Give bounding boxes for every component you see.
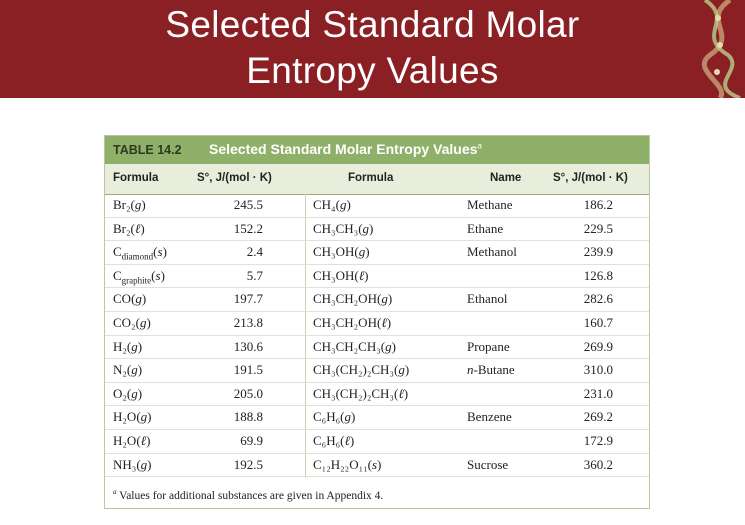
formula-cell: Cdiamond(s) <box>113 244 167 262</box>
entropy-value-cell: 172.9 <box>583 433 613 448</box>
entropy-value-cell: 282.6 <box>583 291 613 307</box>
formula-cell: Br₂(ℓ) <box>113 220 145 236</box>
formula-cell: CH₃CH₂CH₃(g) <box>313 338 396 354</box>
footnote-mark: a <box>113 488 117 496</box>
slide-title-line-2: Entropy Values <box>246 50 499 91</box>
formula-cell: CH₃OH(ℓ) <box>313 267 369 283</box>
name-cell: Ethanol <box>467 291 508 307</box>
table-title: Selected Standard Molar Entropy Valuesa <box>209 141 482 157</box>
footnote-text: Values for additional substances are giv… <box>119 489 384 502</box>
entropy-value-cell: 69.9 <box>240 433 263 448</box>
table-row: N₂(g) 191.5 CH₃(CH₂)₂CH₃(g) n-Butane 310.0 <box>105 359 649 383</box>
entropy-value-cell: 186.2 <box>583 197 613 212</box>
entropy-value-cell: 191.5 <box>233 362 263 378</box>
entropy-value-cell: 310.0 <box>583 362 613 378</box>
formula-cell: N₂(g) <box>113 362 143 378</box>
entropy-value-cell: 213.8 <box>233 315 263 330</box>
slide-title-banner: Selected Standard Molar Entropy Values <box>0 0 745 98</box>
entropy-value-cell: 130.6 <box>233 338 263 354</box>
entropy-value-cell: 229.5 <box>583 220 613 236</box>
formula-cell: O₂(g) <box>113 385 143 401</box>
table-row: Cdiamond(s) 2.4 CH₃OH(g) Methanol 239.9 <box>105 241 649 265</box>
name-cell: n-Butane <box>467 362 515 378</box>
name-cell: Methane <box>467 197 513 212</box>
name-cell: Ethane <box>467 220 504 236</box>
table-row: H₂O(g) 188.8 C₆H₆(g) Benzene 269.2 <box>105 406 649 430</box>
formula-cell: C₁₂H₂₂O₁₁(s) <box>313 456 382 472</box>
formula-cell: CH₃(CH₂)₂CH₃(ℓ) <box>313 385 409 401</box>
entropy-value-cell: 152.2 <box>233 220 263 236</box>
entropy-value-cell: 239.9 <box>583 244 613 260</box>
slide-title: Selected Standard Molar Entropy Values <box>0 2 745 94</box>
formula-cell: CO₂(g) <box>113 315 151 330</box>
table-title-text: Selected Standard Molar Entropy Values <box>209 141 478 157</box>
table-number: TABLE 14.2 <box>113 143 182 157</box>
slide-title-line-1: Selected Standard Molar <box>165 4 580 45</box>
name-cell: Benzene <box>467 409 512 425</box>
table-row: Cgraphite(s) 5.7 CH₃OH(ℓ) 126.8 <box>105 265 649 289</box>
formula-cell: H₂(g) <box>113 338 143 354</box>
entropy-value-cell: 269.2 <box>583 409 613 425</box>
column-header-row: Formula S°, J/(mol · K) Formula Name S°,… <box>105 164 649 195</box>
entropy-table: TABLE 14.2 Selected Standard Molar Entro… <box>104 135 650 509</box>
entropy-value-cell: 231.0 <box>583 385 613 401</box>
entropy-value-cell: 192.5 <box>233 456 263 472</box>
table-row: CO(g) 197.7 CH₃CH₂OH(g) Ethanol 282.6 <box>105 288 649 312</box>
formula-cell: CH₃CH₃(g) <box>313 220 374 236</box>
column-header-formula-left: Formula <box>113 172 159 184</box>
formula-cell: Cgraphite(s) <box>113 267 165 286</box>
entropy-value-cell: 205.0 <box>233 385 263 401</box>
entropy-value-cell: 269.9 <box>583 338 613 354</box>
table-row: Br₂(g) 245.5 CH₄(g) Methane 186.2 <box>105 194 649 218</box>
entropy-value-cell: 160.7 <box>583 315 613 330</box>
entropy-value-cell: 126.8 <box>583 267 613 283</box>
entropy-value-cell: 245.5 <box>233 197 263 212</box>
dna-helix-icon <box>701 0 741 98</box>
column-divider <box>305 194 306 478</box>
entropy-value-cell: 360.2 <box>583 456 613 472</box>
column-header-name: Name <box>490 172 522 184</box>
formula-cell: CH₄(g) <box>313 197 351 212</box>
column-header-formula-right: Formula <box>348 172 394 184</box>
formula-cell: CH₃(CH₂)₂CH₃(g) <box>313 362 410 378</box>
column-header-entropy-right: S°, J/(mol · K) <box>553 172 628 184</box>
table-row: CO₂(g) 213.8 CH₃CH₂OH(ℓ) 160.7 <box>105 312 649 336</box>
table-row: Br₂(ℓ) 152.2 CH₃CH₃(g) Ethane 229.5 <box>105 218 649 242</box>
table-row: H₂O(ℓ) 69.9 C₆H₆(ℓ) 172.9 <box>105 430 649 454</box>
formula-cell: Br₂(g) <box>113 197 146 212</box>
formula-cell: H₂O(ℓ) <box>113 433 151 448</box>
formula-cell: CH₃OH(g) <box>313 244 370 260</box>
formula-cell: C₆H₆(g) <box>313 409 356 425</box>
entropy-value-cell: 5.7 <box>246 267 263 283</box>
table-row: NH₃(g) 192.5 C₁₂H₂₂O₁₁(s) Sucrose 360.2 <box>105 454 649 478</box>
formula-cell: CO(g) <box>113 291 147 307</box>
table-title-footnote-mark: a <box>477 141 482 151</box>
formula-cell: C₆H₆(ℓ) <box>313 433 355 448</box>
formula-cell: NH₃(g) <box>113 456 152 472</box>
entropy-value-cell: 188.8 <box>233 409 263 425</box>
table-caption-bar: TABLE 14.2 Selected Standard Molar Entro… <box>105 136 649 164</box>
name-cell: Methanol <box>467 244 517 260</box>
name-cell: Sucrose <box>467 456 509 472</box>
entropy-value-cell: 197.7 <box>233 291 263 307</box>
name-cell: Propane <box>467 338 510 354</box>
column-header-entropy-left: S°, J/(mol · K) <box>197 172 272 184</box>
table-footnote: a Values for additional substances are g… <box>113 488 383 502</box>
entropy-value-cell: 2.4 <box>246 244 263 260</box>
table-row: H₂(g) 130.6 CH₃CH₂CH₃(g) Propane 269.9 <box>105 336 649 360</box>
formula-cell: H₂O(g) <box>113 409 152 425</box>
formula-cell: CH₃CH₂OH(g) <box>313 291 393 307</box>
table-row: O₂(g) 205.0 CH₃(CH₂)₂CH₃(ℓ) 231.0 <box>105 383 649 407</box>
formula-cell: CH₃CH₂OH(ℓ) <box>313 315 392 330</box>
